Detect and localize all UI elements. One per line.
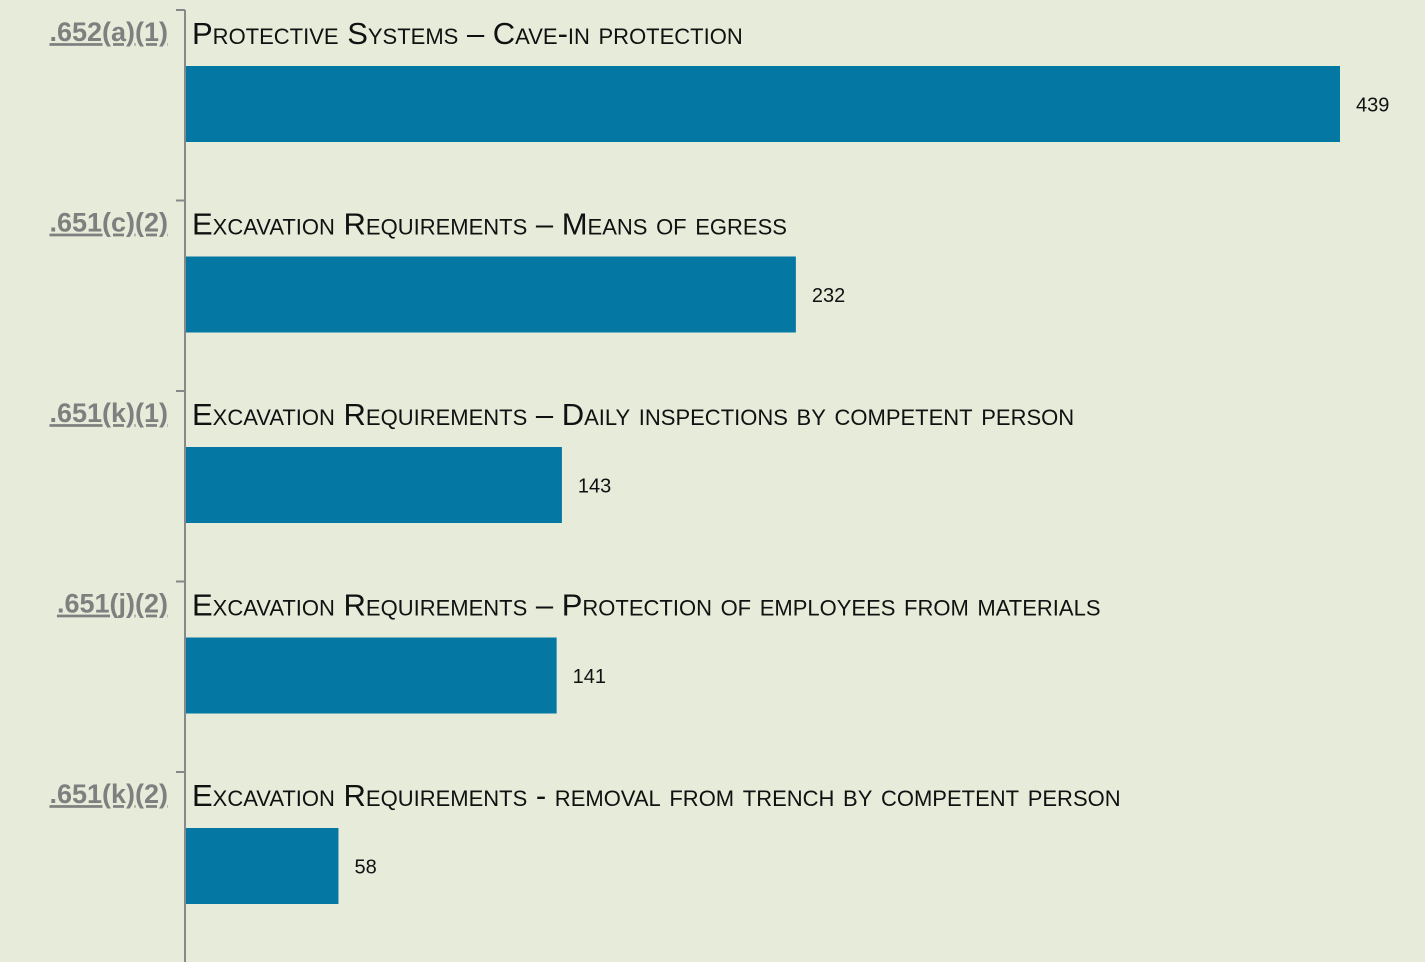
bar [186,637,557,714]
bar [186,447,562,523]
category-description: Excavation Requirements – Daily inspecti… [192,397,1074,432]
category-label: .651(j)(2) [57,589,168,619]
bar [186,66,1340,142]
bar [186,828,339,904]
value-label: 232 [812,285,845,307]
category-label: .651(c)(2) [49,208,168,238]
category-label: .651(k)(1) [49,398,168,428]
bar [186,256,796,333]
category-label: .652(a)(1) [49,17,168,47]
category-description: Excavation Requirements - removal from t… [192,778,1121,813]
category-description: Excavation Requirements – Means of egres… [192,207,787,242]
category-description: Excavation Requirements – Protection of … [192,588,1101,623]
value-label: 439 [1356,94,1389,116]
category-description: Protective Systems – Cave-in protection [192,16,743,51]
value-label: 141 [573,666,606,688]
value-label: 143 [578,475,611,497]
category-label: .651(k)(2) [49,779,168,809]
value-label: 58 [354,856,376,878]
